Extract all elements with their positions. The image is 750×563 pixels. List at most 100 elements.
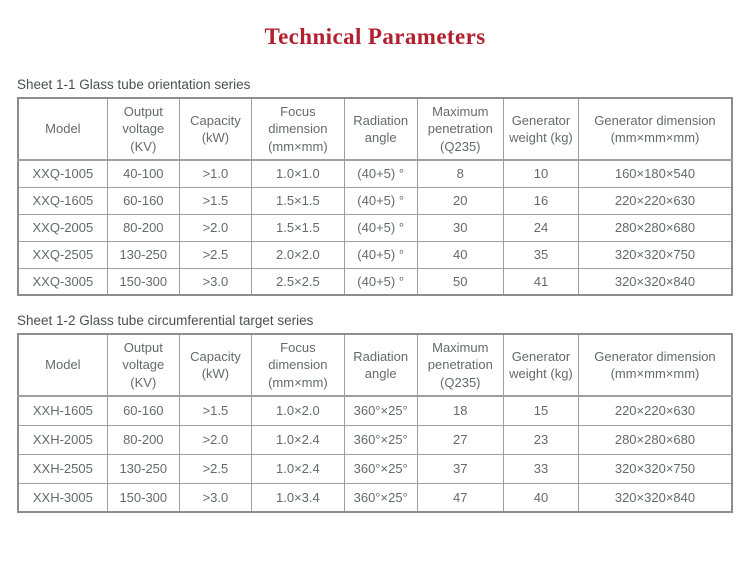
table-cell: 360°×25° — [343, 453, 418, 484]
table-row: XXQ-2005 80-200 >2.0 1.5×1.5 (40+5) ° 30… — [17, 213, 733, 242]
table-cell: 220×220×630 — [577, 186, 733, 215]
table-cell: 360°×25° — [343, 482, 418, 513]
table-cell: 1.0×3.4 — [250, 482, 345, 513]
column-header-capacity: Capacity (kW) — [178, 97, 252, 161]
table-cell: XXQ-3005 — [17, 267, 108, 296]
table-cell: XXH-2505 — [17, 453, 108, 484]
table-row: XXQ-1005 40-100 >1.0 1.0×1.0 (40+5) ° 8 … — [17, 159, 733, 188]
table-cell: XXQ-1605 — [17, 186, 108, 215]
table-cell: 360°×25° — [343, 395, 418, 426]
table-cell: >3.0 — [178, 482, 252, 513]
table-row: XXH-3005 150-300 >3.0 1.0×3.4 360°×25° 4… — [17, 482, 733, 513]
table-cell: XXQ-2005 — [17, 213, 108, 242]
table-row: XXH-2505 130-250 >2.5 1.0×2.4 360°×25° 3… — [17, 453, 733, 484]
table-cell: 33 — [502, 453, 579, 484]
table-cell: 280×280×680 — [577, 424, 733, 455]
table-cell: 160×180×540 — [577, 159, 733, 188]
table-cell: 30 — [416, 213, 504, 242]
column-header-radiation-angle: Radiation angle — [343, 97, 418, 161]
table-cell: 1.0×2.4 — [250, 424, 345, 455]
table-cell: 10 — [502, 159, 579, 188]
table-cell: (40+5) ° — [343, 267, 418, 296]
column-header-radiation-angle: Radiation angle — [343, 333, 418, 397]
table-cell: 2.5×2.5 — [250, 267, 345, 296]
table-header-row: Model Output voltage (KV) Capacity (kW) … — [17, 333, 733, 397]
table-cell: (40+5) ° — [343, 159, 418, 188]
table-cell: >3.0 — [178, 267, 252, 296]
sheet-1-1-caption: Sheet 1-1 Glass tube orientation series — [17, 77, 251, 92]
table-cell: 320×320×840 — [577, 267, 733, 296]
glass-tube-circumferential-section: Sheet 1-2 Glass tube circumferential tar… — [17, 313, 733, 513]
table-cell: 150-300 — [106, 482, 180, 513]
table-cell: XXH-1605 — [17, 395, 108, 426]
table-row: XXQ-1605 60-160 >1.5 1.5×1.5 (40+5) ° 20… — [17, 186, 733, 215]
table-cell: 1.5×1.5 — [250, 213, 345, 242]
table-cell: (40+5) ° — [343, 186, 418, 215]
column-header-maximum-penetration: Maximum penetration (Q235) — [416, 97, 504, 161]
table-cell: XXQ-2505 — [17, 240, 108, 269]
table-cell: 280×280×680 — [577, 213, 733, 242]
table-cell: 1.5×1.5 — [250, 186, 345, 215]
table-row: XXQ-3005 150-300 >3.0 2.5×2.5 (40+5) ° 5… — [17, 267, 733, 296]
glass-tube-orientation-section: Sheet 1-1 Glass tube orientation series … — [17, 77, 733, 296]
column-header-generator-dimension: Generator dimension (mm×mm×mm) — [577, 97, 733, 161]
table-cell: 1.0×1.0 — [250, 159, 345, 188]
table-cell: (40+5) ° — [343, 213, 418, 242]
column-header-model: Model — [17, 97, 108, 161]
table-cell: 130-250 — [106, 240, 180, 269]
table-header-row: Model Output voltage (KV) Capacity (kW) … — [17, 97, 733, 161]
table-cell: 320×320×840 — [577, 482, 733, 513]
column-header-capacity: Capacity (kW) — [178, 333, 252, 397]
table-cell: 47 — [416, 482, 504, 513]
table-cell: XXH-2005 — [17, 424, 108, 455]
table-cell: 15 — [502, 395, 579, 426]
table-cell: 40 — [416, 240, 504, 269]
table-cell: 50 — [416, 267, 504, 296]
sheet-1-2-caption: Sheet 1-2 Glass tube circumferential tar… — [17, 313, 314, 328]
table-cell: 18 — [416, 395, 504, 426]
table-cell: 1.0×2.0 — [250, 395, 345, 426]
table-cell: >2.5 — [178, 240, 252, 269]
column-header-model: Model — [17, 333, 108, 397]
table-cell: 320×320×750 — [577, 453, 733, 484]
table-cell: 40-100 — [106, 159, 180, 188]
column-header-generator-dimension: Generator dimension (mm×mm×mm) — [577, 333, 733, 397]
table-cell: 60-160 — [106, 395, 180, 426]
table-cell: 23 — [502, 424, 579, 455]
column-header-focus-dimension: Focus dimension (mm×mm) — [250, 97, 345, 161]
column-header-generator-weight: Generator weight (kg) — [502, 97, 579, 161]
column-header-focus-dimension: Focus dimension (mm×mm) — [250, 333, 345, 397]
table-cell: 20 — [416, 186, 504, 215]
table-cell: 41 — [502, 267, 579, 296]
table-cell: 130-250 — [106, 453, 180, 484]
table-row: XXH-1605 60-160 >1.5 1.0×2.0 360°×25° 18… — [17, 395, 733, 426]
table-cell: XXH-3005 — [17, 482, 108, 513]
glass-tube-circumferential-table: Model Output voltage (KV) Capacity (kW) … — [17, 333, 733, 513]
table-cell: 360°×25° — [343, 424, 418, 455]
table-cell: 1.0×2.4 — [250, 453, 345, 484]
page: Technical Parameters Sheet 1-1 Glass tub… — [0, 24, 750, 513]
table-cell: 220×220×630 — [577, 395, 733, 426]
table-cell: 150-300 — [106, 267, 180, 296]
table-cell: 2.0×2.0 — [250, 240, 345, 269]
table-cell: 37 — [416, 453, 504, 484]
table-cell: 320×320×750 — [577, 240, 733, 269]
glass-tube-orientation-table: Model Output voltage (KV) Capacity (kW) … — [17, 97, 733, 296]
column-header-generator-weight: Generator weight (kg) — [502, 333, 579, 397]
table-cell: 16 — [502, 186, 579, 215]
table-cell: 80-200 — [106, 213, 180, 242]
table-cell: >2.5 — [178, 453, 252, 484]
table-cell: 80-200 — [106, 424, 180, 455]
table-cell: 35 — [502, 240, 579, 269]
table-cell: >1.0 — [178, 159, 252, 188]
column-header-maximum-penetration: Maximum penetration (Q235) — [416, 333, 504, 397]
page-title: Technical Parameters — [264, 24, 486, 49]
column-header-output-voltage: Output voltage (KV) — [106, 333, 180, 397]
table-cell: 24 — [502, 213, 579, 242]
table-cell: >1.5 — [178, 395, 252, 426]
table-cell: 27 — [416, 424, 504, 455]
table-cell: XXQ-1005 — [17, 159, 108, 188]
column-header-output-voltage: Output voltage (KV) — [106, 97, 180, 161]
table-cell: 40 — [502, 482, 579, 513]
table-row: XXQ-2505 130-250 >2.5 2.0×2.0 (40+5) ° 4… — [17, 240, 733, 269]
